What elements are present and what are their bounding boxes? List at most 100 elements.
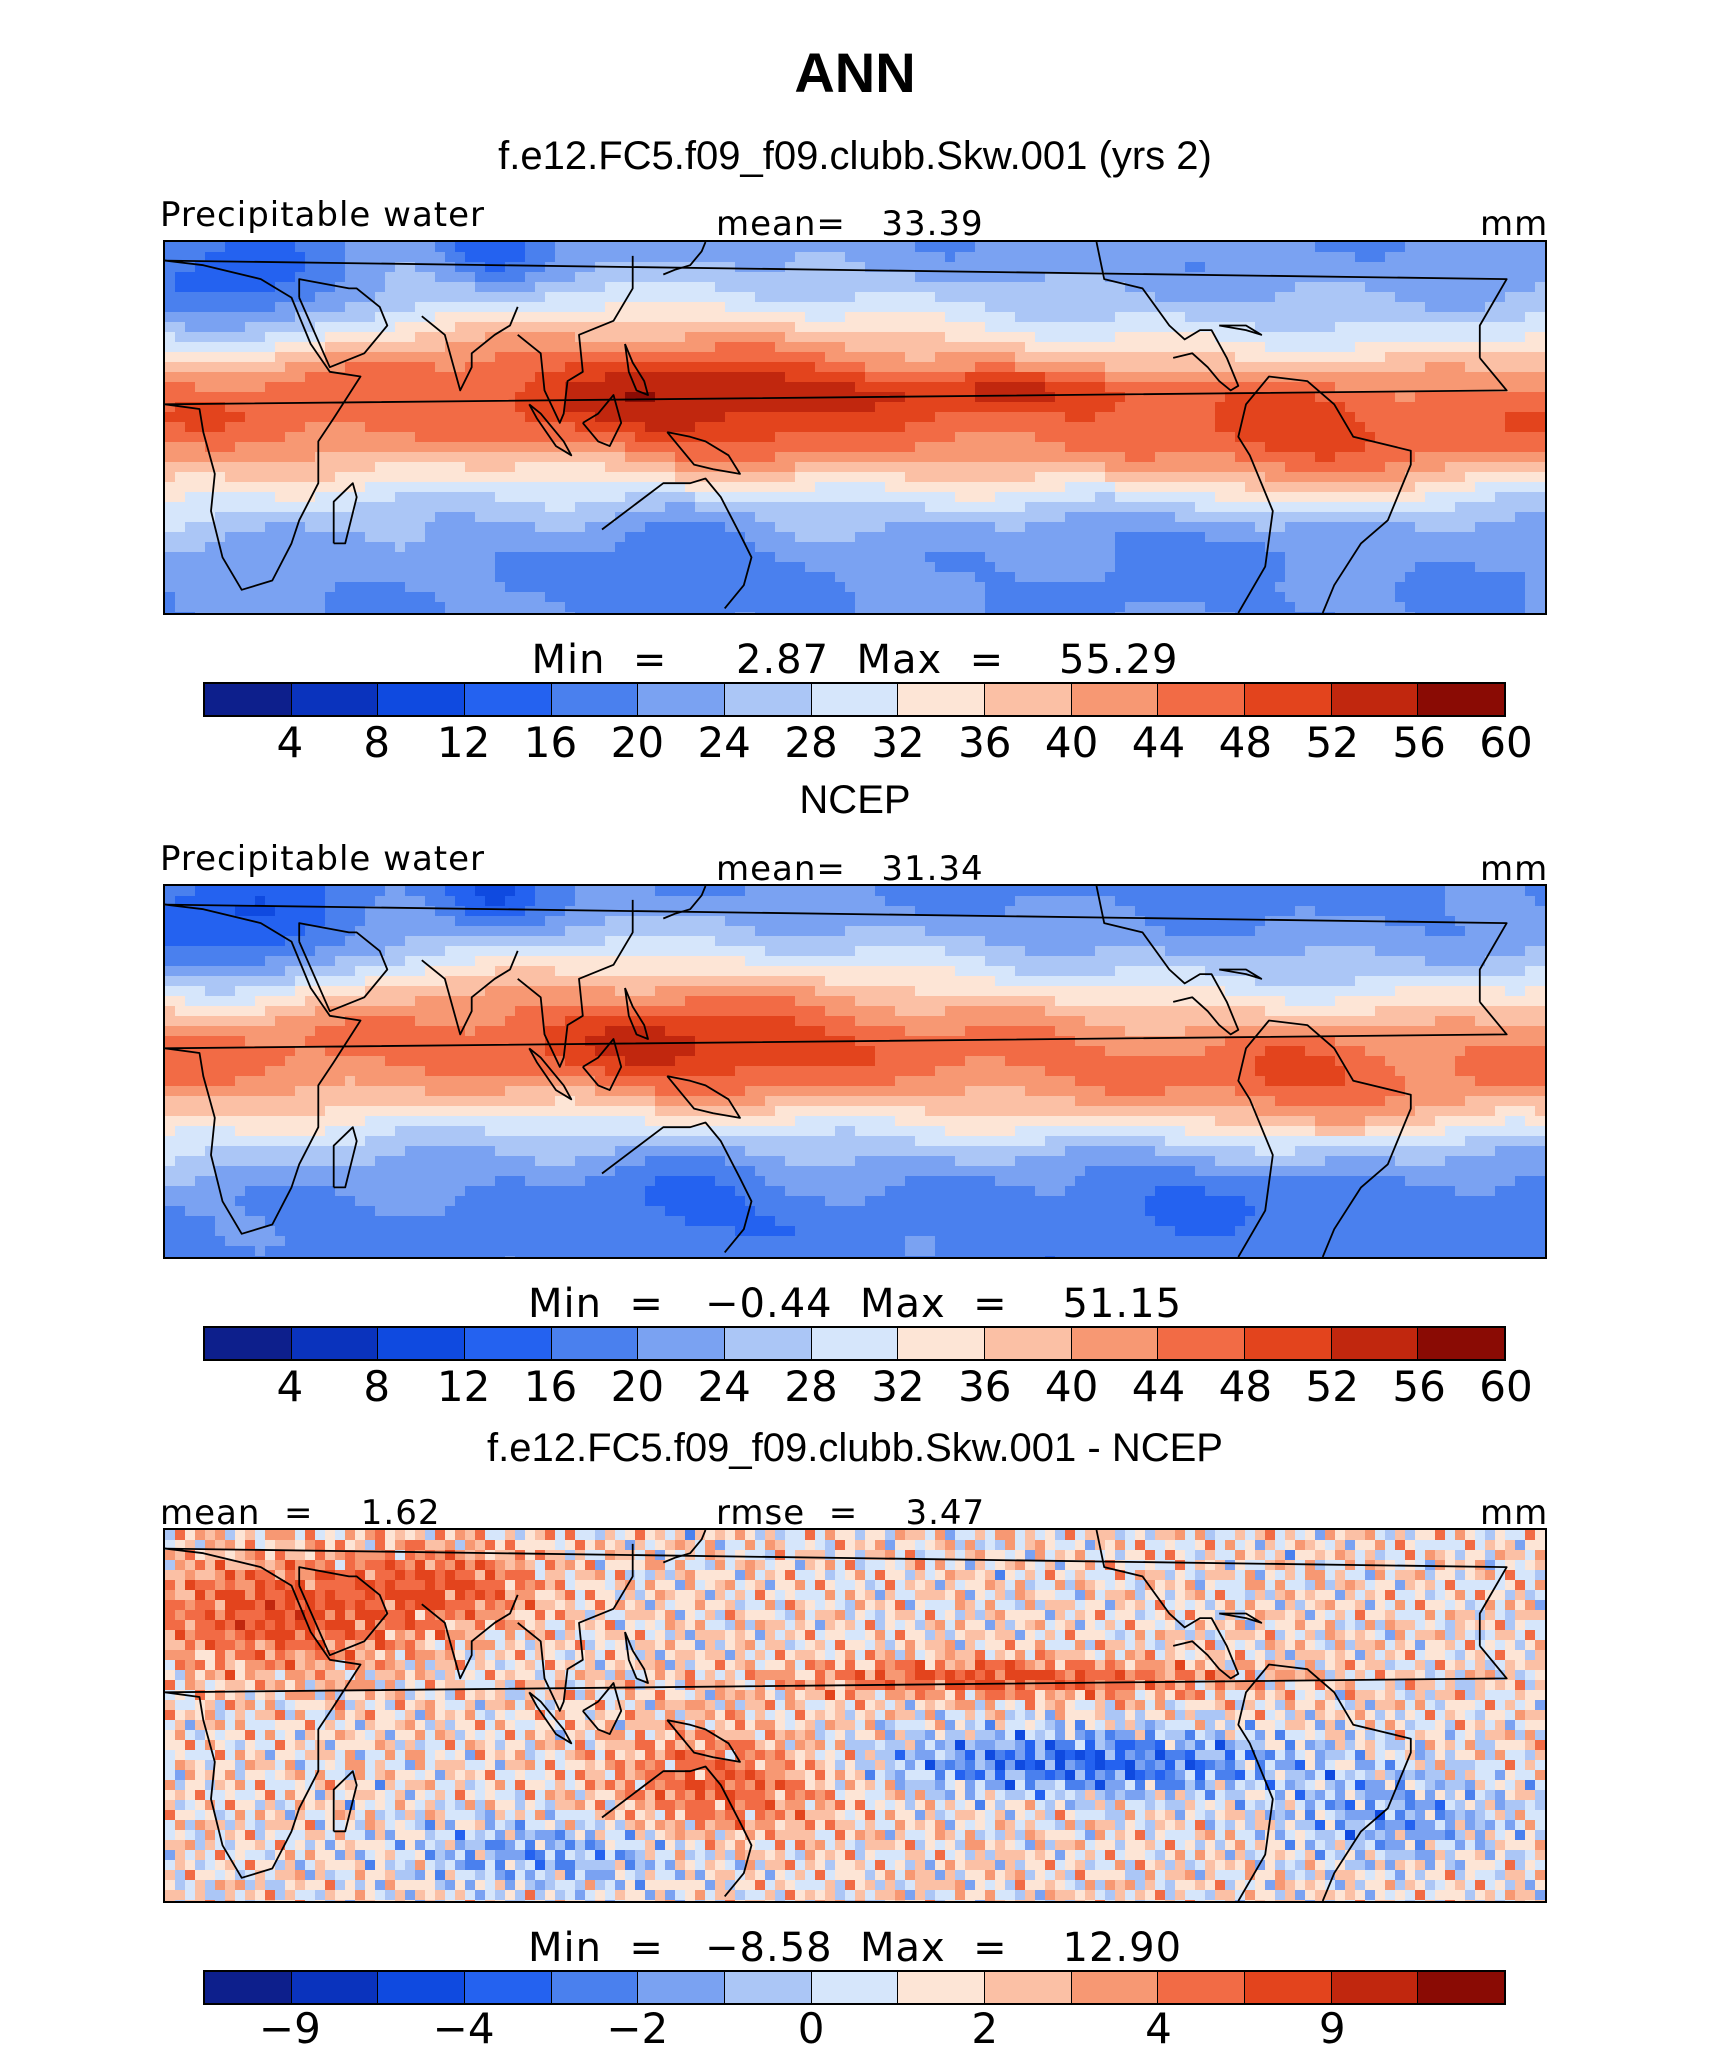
field-cell	[1385, 522, 1396, 533]
field-cell	[705, 552, 716, 563]
field-cell	[315, 252, 326, 263]
field-cell	[375, 342, 386, 353]
field-cell	[575, 322, 586, 333]
field-cell	[355, 332, 366, 343]
field-cell	[365, 492, 376, 503]
field-cell	[1515, 562, 1526, 573]
field-cell	[925, 452, 936, 463]
field-cell	[835, 242, 846, 253]
field-cell	[475, 522, 486, 533]
field-cell	[645, 512, 656, 523]
field-cell	[615, 432, 626, 443]
field-cell	[1415, 352, 1426, 363]
field-cell	[215, 482, 226, 493]
field-cell	[395, 492, 406, 503]
field-cell	[595, 382, 606, 393]
field-cell	[465, 312, 476, 323]
field-cell	[1535, 332, 1545, 343]
field-cell	[1175, 292, 1186, 303]
field-cell	[705, 432, 716, 443]
field-cell	[915, 332, 926, 343]
field-cell	[735, 372, 746, 383]
field-cell	[1075, 422, 1086, 433]
field-cell	[185, 592, 196, 603]
field-cell	[285, 532, 296, 543]
field-cell	[1005, 272, 1016, 283]
field-cell	[385, 482, 396, 493]
field-cell	[1205, 482, 1216, 493]
field-cell	[875, 292, 886, 303]
field-cell	[435, 352, 446, 363]
field-cell	[265, 592, 276, 603]
field-cell	[825, 252, 836, 263]
field-cell	[835, 442, 846, 453]
field-cell	[905, 422, 916, 433]
field-cell	[705, 362, 716, 373]
field-cell	[555, 522, 566, 533]
field-cell	[1045, 342, 1056, 353]
field-cell	[1175, 522, 1186, 533]
field-cell	[1095, 452, 1106, 463]
field-cell	[795, 322, 806, 333]
field-cell	[785, 402, 796, 413]
field-cell	[1515, 512, 1526, 523]
field-cell	[1255, 402, 1266, 413]
field-cell	[285, 422, 296, 433]
field-cell	[875, 442, 886, 453]
field-cell	[1365, 432, 1376, 443]
field-cell	[1215, 462, 1226, 473]
field-cell	[205, 372, 216, 383]
field-cell	[1405, 542, 1416, 553]
field-cell	[655, 572, 666, 583]
field-cell	[655, 462, 666, 473]
field-cell	[365, 602, 376, 613]
field-cell	[1075, 522, 1086, 533]
field-cell	[395, 602, 406, 613]
field-cell	[1135, 422, 1146, 433]
field-cell	[1345, 512, 1356, 523]
field-cell	[1025, 562, 1036, 573]
field-cell	[165, 602, 176, 613]
field-cell	[225, 262, 236, 273]
field-cell	[605, 512, 616, 523]
field-cell	[645, 322, 656, 333]
field-cell	[505, 452, 516, 463]
field-cell	[435, 472, 446, 483]
field-cell	[355, 272, 366, 283]
field-cell	[845, 592, 856, 603]
field-cell	[905, 292, 916, 303]
field-cell	[235, 352, 246, 363]
field-cell	[195, 512, 206, 523]
field-cell	[735, 452, 746, 463]
field-cell	[1015, 452, 1026, 463]
field-cell	[575, 452, 586, 463]
field-cell	[555, 342, 566, 353]
field-cell	[475, 412, 486, 423]
field-cell	[805, 442, 816, 453]
field-cell	[1515, 552, 1526, 563]
field-cell	[865, 282, 876, 293]
field-cell	[1115, 452, 1126, 463]
field-cell	[235, 432, 246, 443]
field-cell	[1105, 472, 1116, 483]
field-cell	[1405, 312, 1416, 323]
field-cell	[215, 362, 226, 373]
field-cell	[865, 272, 876, 283]
field-cell	[835, 452, 846, 463]
field-cell	[1445, 552, 1456, 563]
field-cell	[825, 372, 836, 383]
field-cell	[775, 452, 786, 463]
field-cell	[1245, 582, 1256, 593]
field-cell	[765, 502, 776, 513]
field-cell	[515, 242, 526, 253]
field-cell	[1185, 442, 1196, 453]
field-cell	[585, 392, 596, 403]
field-cell	[1125, 482, 1136, 493]
field-cell	[665, 412, 676, 423]
field-cell	[475, 552, 486, 563]
field-cell	[925, 412, 936, 423]
field-cell	[695, 342, 706, 353]
field-cell	[1405, 392, 1416, 403]
field-cell	[615, 332, 626, 343]
field-cell	[1265, 552, 1276, 563]
